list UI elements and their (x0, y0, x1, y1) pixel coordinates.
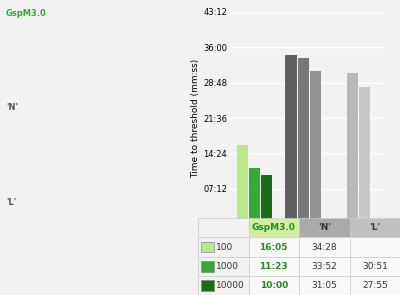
Bar (249, 168, 260, 224)
FancyBboxPatch shape (248, 276, 299, 295)
FancyBboxPatch shape (350, 257, 400, 276)
Text: 'L': 'L' (6, 198, 16, 207)
Bar (298, 58, 309, 224)
Text: 27:55: 27:55 (362, 281, 388, 290)
Text: 33:52: 33:52 (311, 262, 337, 271)
Text: 10000: 10000 (216, 281, 245, 290)
Text: 10:00: 10:00 (260, 281, 288, 290)
FancyBboxPatch shape (350, 276, 400, 295)
FancyBboxPatch shape (200, 280, 214, 291)
FancyBboxPatch shape (198, 276, 248, 295)
Text: 'N': 'N' (318, 223, 331, 232)
FancyBboxPatch shape (350, 218, 400, 237)
Text: 16:05: 16:05 (260, 242, 288, 252)
Bar (237, 145, 248, 224)
Text: GspM3.0: GspM3.0 (252, 223, 296, 232)
FancyBboxPatch shape (299, 276, 350, 295)
Text: 11:23: 11:23 (260, 262, 288, 271)
Text: 31:05: 31:05 (311, 281, 337, 290)
FancyBboxPatch shape (198, 218, 248, 237)
FancyBboxPatch shape (299, 237, 350, 257)
Text: 100: 100 (216, 242, 234, 252)
FancyBboxPatch shape (198, 257, 248, 276)
Text: 'L': 'L' (369, 223, 380, 232)
Bar (310, 71, 321, 224)
Bar (359, 87, 370, 224)
Text: 1000: 1000 (216, 262, 240, 271)
FancyBboxPatch shape (200, 261, 214, 271)
Text: 30:51: 30:51 (362, 262, 388, 271)
FancyBboxPatch shape (299, 218, 350, 237)
FancyBboxPatch shape (198, 237, 248, 257)
Text: 'N': 'N' (6, 103, 18, 112)
FancyBboxPatch shape (350, 237, 400, 257)
Text: GspM3.0: GspM3.0 (6, 9, 47, 18)
FancyBboxPatch shape (248, 257, 299, 276)
FancyBboxPatch shape (248, 218, 299, 237)
FancyBboxPatch shape (248, 237, 299, 257)
Bar (261, 175, 272, 224)
Text: 34:28: 34:28 (312, 242, 337, 252)
Y-axis label: Time to threshold (mm:ss): Time to threshold (mm:ss) (192, 58, 200, 178)
Bar (346, 73, 358, 224)
FancyBboxPatch shape (299, 257, 350, 276)
FancyBboxPatch shape (200, 242, 214, 252)
Bar (286, 55, 297, 224)
